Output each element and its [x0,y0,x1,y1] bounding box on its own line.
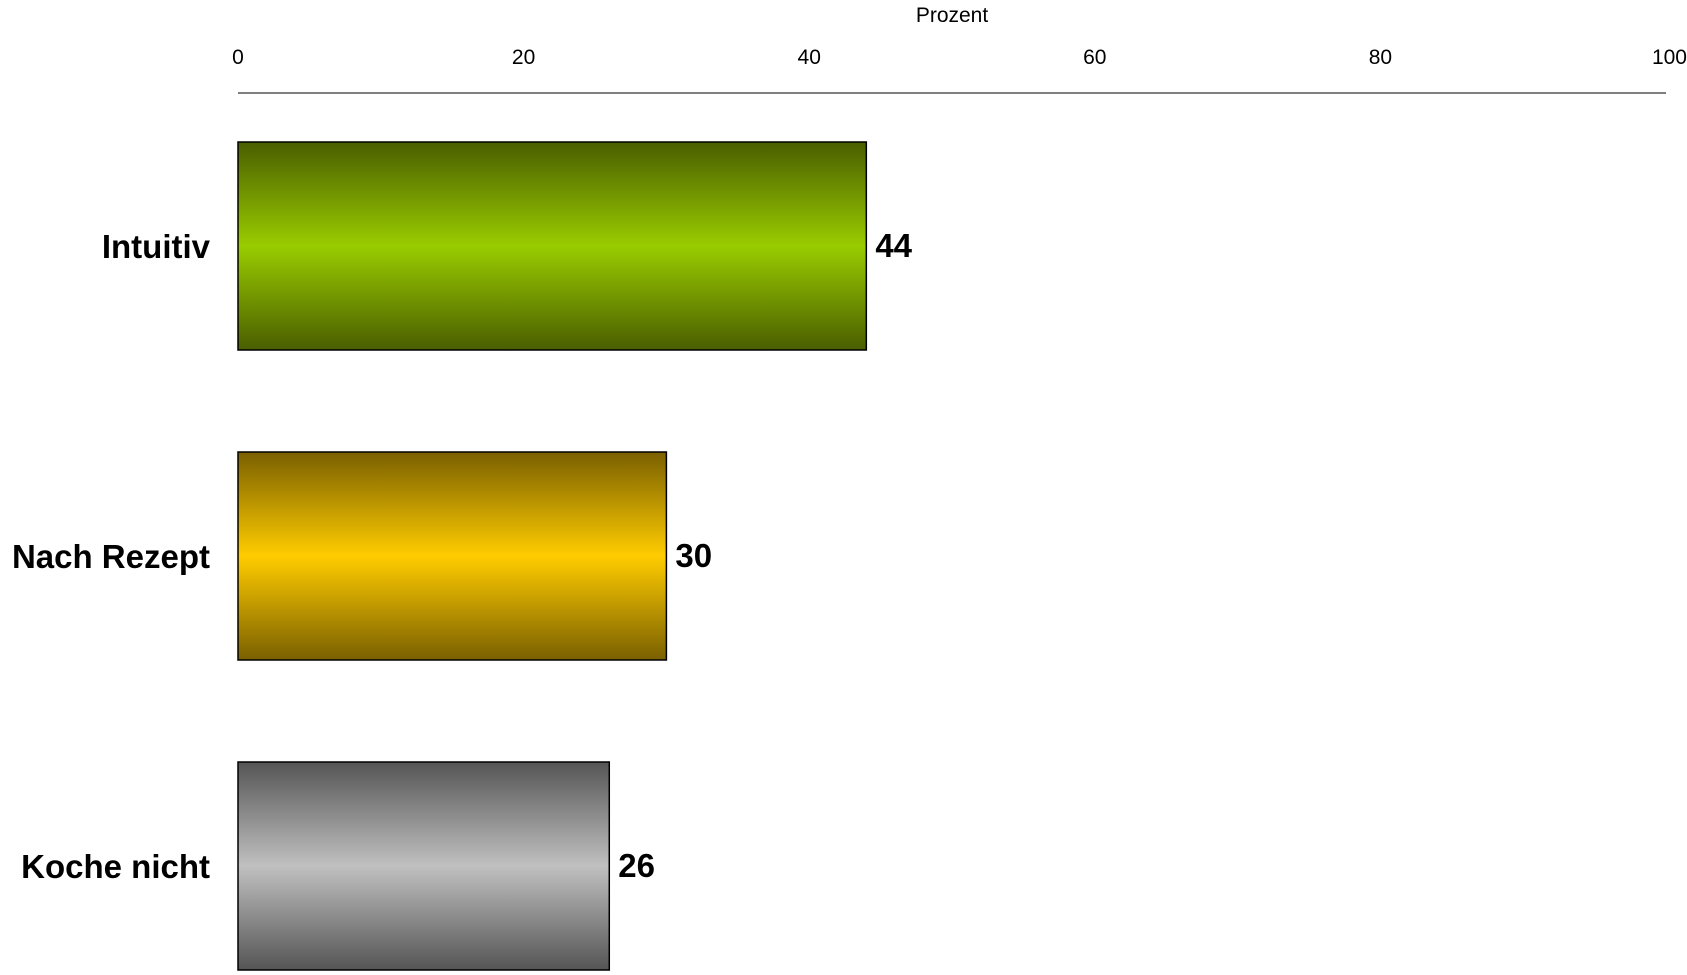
x-tick-label: 0 [232,46,244,69]
data-label: 30 [675,537,712,574]
bar [237,761,611,971]
bar [237,451,668,661]
x-tick-label: 20 [512,46,535,69]
bar [237,141,868,351]
x-tick-label: 40 [798,46,821,69]
x-axis-ticks: 0 20 40 60 80 100 [232,46,1687,69]
x-tick-label: 100 [1652,46,1687,69]
category-label: Koche nicht [21,848,210,885]
data-label: 26 [618,847,655,884]
category-label: Nach Rezept [12,538,210,575]
category-label: Intuitiv [102,228,211,265]
x-axis-title: Prozent [916,4,989,27]
data-label: 44 [875,227,912,264]
x-tick-label: 80 [1369,46,1392,69]
x-tick-label: 60 [1083,46,1106,69]
bars: Intuitiv 44 Nach Rezept 30 Koche nicht 26 [12,141,913,971]
